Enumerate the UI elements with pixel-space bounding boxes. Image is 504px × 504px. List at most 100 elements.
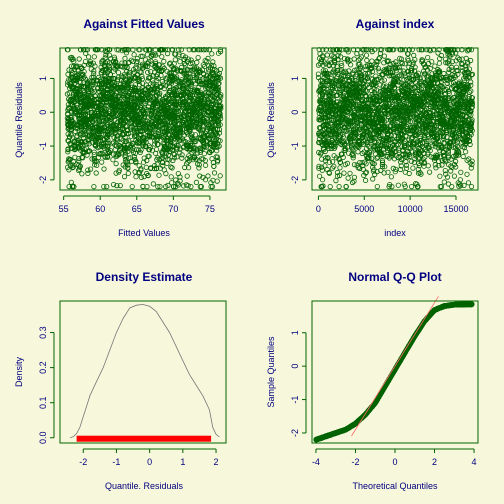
data-point [71, 78, 77, 84]
data-point [91, 54, 97, 60]
data-point [67, 134, 73, 140]
data-point [333, 178, 339, 184]
data-point [154, 141, 161, 147]
data-point [411, 52, 417, 59]
data-point [184, 173, 190, 179]
data-point [172, 104, 178, 110]
data-point [200, 91, 206, 98]
data-point [150, 77, 156, 84]
data-point [347, 170, 353, 176]
data-point [128, 98, 134, 104]
data-point [192, 132, 199, 138]
data-point [218, 105, 224, 112]
data-point [175, 84, 181, 90]
data-point [192, 64, 198, 70]
data-point [188, 83, 194, 89]
data-point [129, 184, 135, 190]
data-point [199, 81, 205, 87]
x-tick-label: 70 [168, 204, 178, 214]
data-point [184, 156, 190, 162]
data-point [381, 77, 387, 83]
data-point [91, 184, 97, 190]
data-point [99, 159, 105, 165]
data-point [102, 73, 108, 79]
data-point [158, 72, 164, 79]
data-point [71, 138, 77, 145]
data-point [90, 133, 96, 139]
data-point [154, 146, 160, 152]
data-point [425, 54, 431, 61]
data-point [153, 52, 159, 58]
data-point [64, 91, 71, 97]
data-point [203, 162, 209, 168]
data-point [188, 184, 194, 190]
data-point [191, 148, 197, 154]
data-point [132, 95, 138, 102]
x-tick-label: 65 [132, 204, 142, 214]
panel-fitted-values: Against Fitted Values Fitted Values Quan… [14, 17, 227, 238]
data-point [217, 173, 223, 179]
data-point [155, 75, 161, 82]
data-point [388, 174, 394, 180]
data-point [114, 183, 120, 189]
data-point [103, 52, 109, 58]
data-point [99, 58, 105, 65]
data-point [153, 121, 159, 128]
data-point [170, 157, 176, 164]
x-axis-label: Fitted Values [118, 228, 170, 238]
panel-title: Against index [356, 17, 435, 31]
data-point [72, 154, 78, 160]
data-point [140, 137, 146, 143]
data-point [347, 62, 354, 68]
data-point [165, 50, 171, 57]
data-point [92, 162, 98, 168]
data-point [150, 181, 156, 187]
data-point [181, 183, 187, 189]
data-point [363, 52, 370, 58]
data-point [200, 174, 206, 180]
data-point [67, 157, 73, 163]
data-point [177, 150, 183, 156]
data-point [449, 184, 455, 190]
data-point [137, 149, 143, 155]
data-point [369, 58, 375, 64]
y-tick-label: -1 [38, 142, 48, 150]
data-point [133, 174, 139, 180]
data-point [171, 151, 177, 157]
data-point [143, 164, 149, 170]
data-point [410, 165, 416, 171]
data-point [137, 69, 143, 75]
data-point [172, 152, 178, 158]
data-point [76, 167, 82, 173]
data-point [188, 81, 194, 87]
data-point [164, 160, 170, 166]
data-point [123, 84, 129, 90]
data-point [395, 182, 401, 188]
data-point [186, 165, 192, 171]
x-tick-label: 55 [59, 204, 69, 214]
data-point [345, 175, 351, 181]
data-point [88, 66, 94, 72]
data-point [163, 83, 169, 89]
data-point [201, 71, 207, 78]
data-point [148, 69, 154, 75]
data-point [152, 141, 158, 147]
data-point [205, 96, 211, 103]
data-point [319, 167, 325, 173]
data-point [115, 70, 122, 76]
data-point [152, 138, 158, 144]
data-point [156, 94, 162, 100]
data-point [436, 60, 442, 66]
data-point [68, 63, 75, 69]
data-point [184, 58, 190, 65]
data-point [85, 167, 91, 173]
data-point [191, 145, 197, 151]
data-point [76, 56, 82, 62]
data-point [105, 154, 111, 160]
data-point [364, 57, 370, 64]
data-point [214, 178, 220, 184]
data-point [105, 68, 111, 74]
y-tick-label: 1 [38, 76, 48, 81]
data-point [95, 145, 101, 151]
data-point [108, 126, 114, 133]
